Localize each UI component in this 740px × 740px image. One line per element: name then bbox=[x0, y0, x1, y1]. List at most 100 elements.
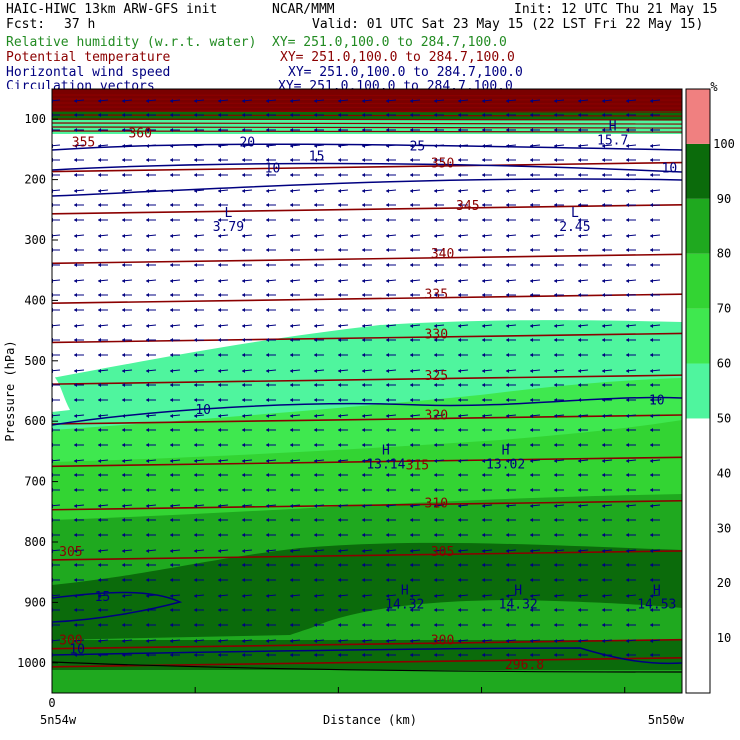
vector-head bbox=[74, 473, 77, 477]
init-time: Init: 12 UTC Thu 21 May 15 bbox=[514, 2, 718, 17]
vector-head bbox=[626, 594, 629, 598]
extremum-value: 14.32 bbox=[385, 597, 424, 612]
vector-head bbox=[338, 518, 341, 522]
vector-head bbox=[290, 563, 293, 567]
vector-head bbox=[314, 563, 317, 567]
vector-head bbox=[242, 639, 245, 643]
vector-head bbox=[242, 383, 245, 387]
vector-head bbox=[266, 653, 269, 657]
vector-head bbox=[74, 398, 77, 402]
vector-head bbox=[314, 308, 317, 312]
vector-head bbox=[578, 99, 581, 103]
vector-head bbox=[170, 203, 173, 207]
vector-head bbox=[218, 99, 221, 103]
vector-head bbox=[266, 218, 269, 222]
vector-head bbox=[194, 639, 197, 643]
vector-head bbox=[362, 459, 365, 463]
vector-head bbox=[122, 414, 125, 418]
extremum-marker: H bbox=[401, 583, 409, 598]
vector-head bbox=[290, 578, 293, 582]
vector-head bbox=[554, 218, 557, 222]
vector-head bbox=[74, 608, 77, 612]
vector-head bbox=[170, 248, 173, 252]
vector-head bbox=[362, 293, 365, 297]
vector-head bbox=[314, 189, 317, 193]
vector-head bbox=[74, 459, 77, 463]
vector-head bbox=[554, 549, 557, 553]
vector-head bbox=[458, 369, 461, 373]
vector-head bbox=[626, 293, 629, 297]
vector-head bbox=[338, 459, 341, 463]
vector-head bbox=[242, 128, 245, 132]
vector-head bbox=[626, 113, 629, 117]
circulation-vector bbox=[52, 459, 61, 462]
vector-head bbox=[506, 488, 509, 492]
vector-head bbox=[146, 578, 149, 582]
vector-head bbox=[530, 338, 533, 342]
vector-head bbox=[578, 173, 581, 177]
vector-head bbox=[602, 488, 605, 492]
vector-head bbox=[650, 99, 653, 103]
vector-head bbox=[458, 549, 461, 553]
vector-head bbox=[482, 353, 485, 357]
center-label: NCAR/MMM bbox=[272, 2, 335, 17]
vector-head bbox=[410, 639, 413, 643]
vector-head bbox=[410, 293, 413, 297]
vector-head bbox=[170, 608, 173, 612]
vector-head bbox=[146, 383, 149, 387]
vector-head bbox=[122, 504, 125, 508]
vector-head bbox=[482, 173, 485, 177]
vector-head bbox=[626, 459, 629, 463]
vector-head bbox=[290, 369, 293, 373]
extremum-marker: H bbox=[382, 443, 390, 458]
vector-head bbox=[194, 113, 197, 117]
vector-head bbox=[482, 203, 485, 207]
vector-head bbox=[122, 113, 125, 117]
vector-head bbox=[314, 443, 317, 447]
vector-head bbox=[290, 248, 293, 252]
y-tick-label: 600 bbox=[24, 414, 46, 428]
vector-head bbox=[74, 173, 77, 177]
vector-head bbox=[458, 533, 461, 537]
vector-head bbox=[458, 263, 461, 267]
vector-head bbox=[170, 563, 173, 567]
vector-head bbox=[98, 473, 101, 477]
vector-head bbox=[146, 128, 149, 132]
vector-head bbox=[386, 443, 389, 447]
theta-contour bbox=[52, 293, 682, 304]
vector-head bbox=[242, 653, 245, 657]
vector-head bbox=[314, 369, 317, 373]
vector-head bbox=[578, 128, 581, 132]
vector-head bbox=[482, 248, 485, 252]
vector-head bbox=[242, 338, 245, 342]
vector-head bbox=[314, 203, 317, 207]
vector-head bbox=[218, 414, 221, 418]
vector-head bbox=[626, 128, 629, 132]
vector-head bbox=[266, 128, 269, 132]
vector-head bbox=[458, 113, 461, 117]
vector-head bbox=[314, 383, 317, 387]
vector-head bbox=[434, 203, 437, 207]
vector-head bbox=[386, 608, 389, 612]
vector-head bbox=[434, 353, 437, 357]
circulation-vector bbox=[52, 504, 61, 507]
vector-head bbox=[290, 594, 293, 598]
vector-head bbox=[266, 203, 269, 207]
vector-head bbox=[482, 518, 485, 522]
vector-head bbox=[170, 414, 173, 418]
vector-head bbox=[554, 443, 557, 447]
colorbar-tick-label: 90 bbox=[717, 192, 731, 206]
vector-head bbox=[122, 594, 125, 598]
vector-head bbox=[434, 639, 437, 643]
vector-head bbox=[242, 324, 245, 328]
vector-head bbox=[650, 324, 653, 328]
vector-head bbox=[482, 144, 485, 148]
vector-head bbox=[266, 428, 269, 432]
circulation-vector bbox=[52, 594, 61, 597]
vector-head bbox=[74, 414, 77, 418]
vector-head bbox=[218, 144, 221, 148]
vector-head bbox=[338, 263, 341, 267]
vector-head bbox=[530, 623, 533, 627]
field-name-circ: Circulation vectors bbox=[6, 80, 155, 89]
vector-head bbox=[338, 308, 341, 312]
